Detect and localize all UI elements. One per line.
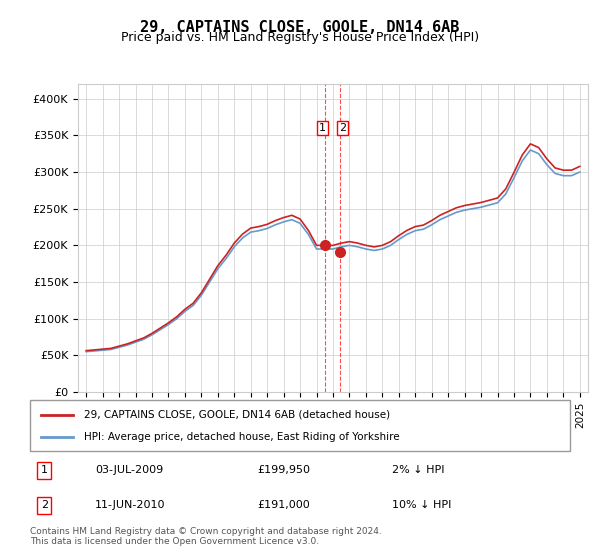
Text: Price paid vs. HM Land Registry's House Price Index (HPI): Price paid vs. HM Land Registry's House … <box>121 31 479 44</box>
Text: 03-JUL-2009: 03-JUL-2009 <box>95 465 163 475</box>
Text: 11-JUN-2010: 11-JUN-2010 <box>95 501 166 510</box>
Text: HPI: Average price, detached house, East Riding of Yorkshire: HPI: Average price, detached house, East… <box>84 432 400 442</box>
Text: 1: 1 <box>319 123 326 133</box>
Text: 1: 1 <box>41 465 48 475</box>
Text: £199,950: £199,950 <box>257 465 310 475</box>
Text: £191,000: £191,000 <box>257 501 310 510</box>
Text: 29, CAPTAINS CLOSE, GOOLE, DN14 6AB: 29, CAPTAINS CLOSE, GOOLE, DN14 6AB <box>140 20 460 35</box>
Text: 2: 2 <box>41 501 48 510</box>
Text: 29, CAPTAINS CLOSE, GOOLE, DN14 6AB (detached house): 29, CAPTAINS CLOSE, GOOLE, DN14 6AB (det… <box>84 409 390 419</box>
Text: Contains HM Land Registry data © Crown copyright and database right 2024.
This d: Contains HM Land Registry data © Crown c… <box>30 526 382 546</box>
Text: 10% ↓ HPI: 10% ↓ HPI <box>392 501 451 510</box>
Text: 2: 2 <box>339 123 346 133</box>
Text: 2% ↓ HPI: 2% ↓ HPI <box>392 465 444 475</box>
FancyBboxPatch shape <box>30 400 570 451</box>
